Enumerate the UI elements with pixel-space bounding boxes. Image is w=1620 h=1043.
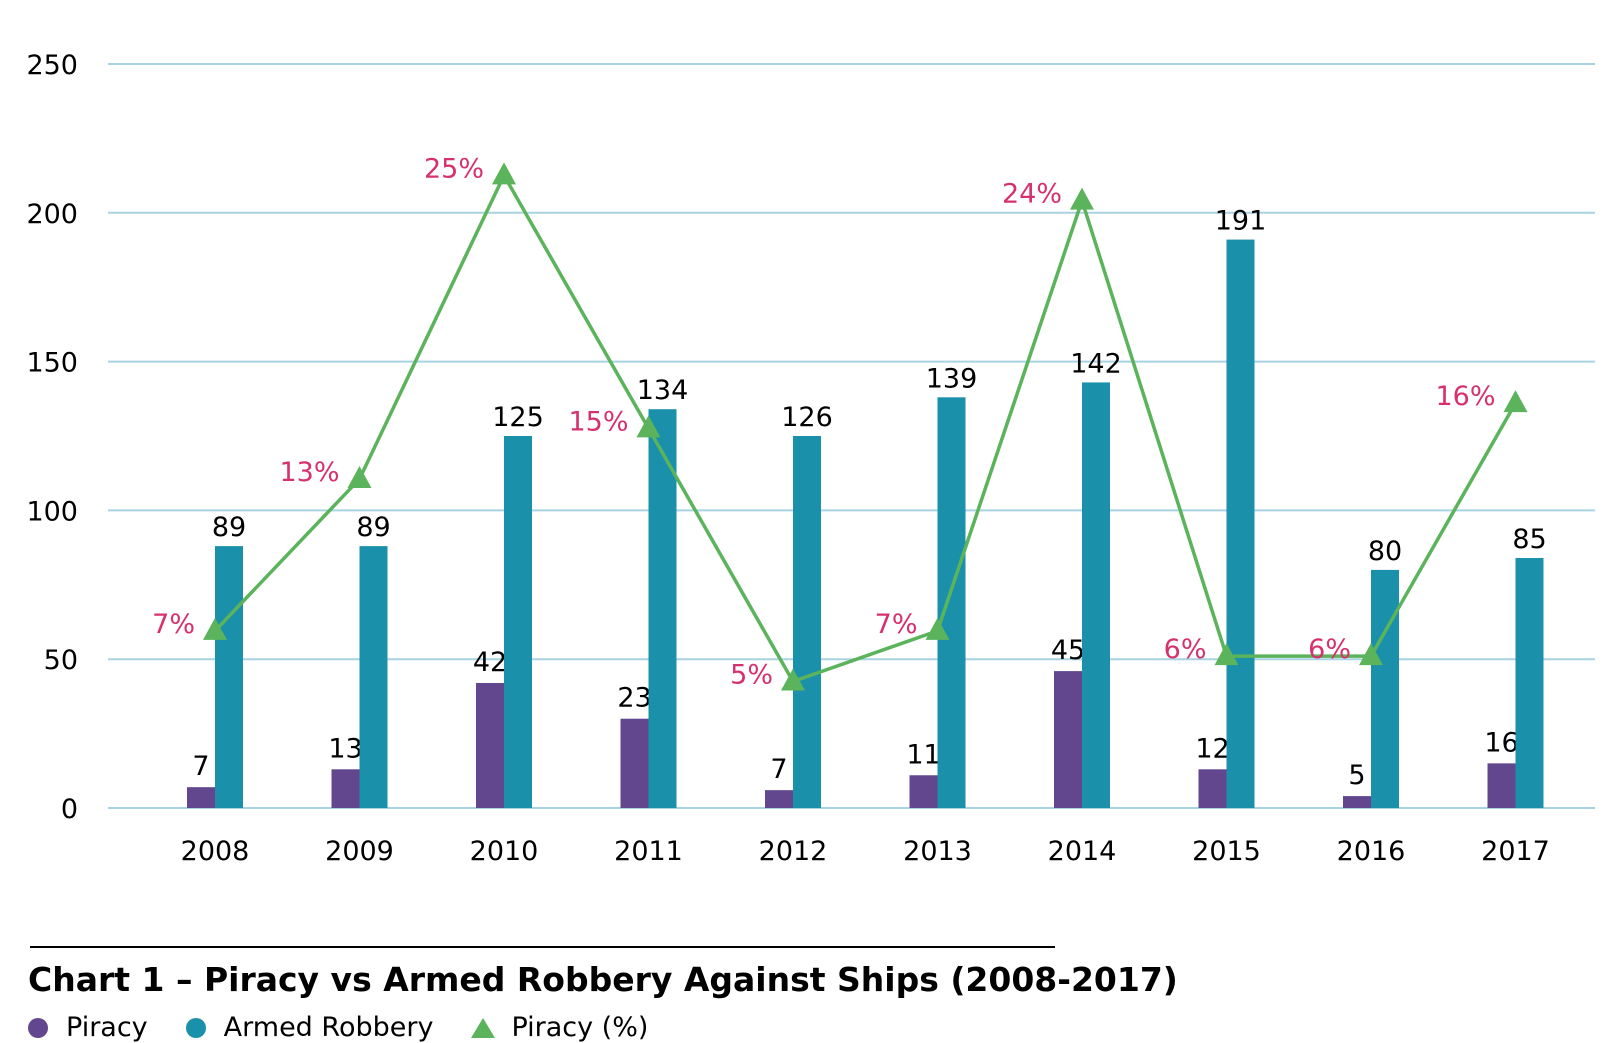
bar-armed-robbery	[504, 436, 532, 808]
legend: Piracy Armed Robbery Piracy (%)	[28, 1012, 686, 1043]
data-label-piracy: 12	[1195, 733, 1229, 764]
data-label-piracy-percent: 7%	[875, 609, 918, 640]
marker-piracy-percent	[925, 617, 950, 640]
bar-piracy	[331, 769, 360, 808]
data-label-armed-robbery: 142	[1070, 348, 1122, 379]
bar-armed-robbery	[1226, 239, 1255, 809]
data-label-armed-robbery: 191	[1215, 206, 1267, 237]
data-label-armed-robbery: 126	[781, 402, 833, 433]
marker-piracy-percent	[781, 668, 805, 691]
data-label-piracy-percent: 6%	[1164, 634, 1207, 665]
marker-piracy-percent	[1070, 187, 1094, 210]
data-label-armed-robbery: 85	[1512, 524, 1546, 555]
y-tick-label: 200	[26, 199, 78, 230]
data-label-piracy: 7	[192, 751, 209, 782]
data-label-armed-robbery: 80	[1368, 536, 1402, 567]
bar-piracy	[620, 718, 649, 808]
bar-armed-robbery	[648, 409, 677, 808]
marker-piracy-percent	[636, 415, 661, 438]
bar-armed-robbery	[359, 546, 388, 808]
x-tick-label: 2008	[181, 836, 250, 867]
bar-piracy	[1198, 769, 1227, 808]
y-tick-label: 0	[61, 794, 78, 825]
x-tick-label: 2013	[903, 836, 972, 867]
x-tick-label: 2011	[614, 836, 683, 867]
marker-piracy-percent	[492, 162, 516, 185]
data-label-piracy: 11	[906, 739, 940, 770]
caption-rule	[30, 946, 1055, 948]
bar-armed-robbery	[1371, 569, 1399, 808]
y-tick-label: 50	[44, 645, 78, 676]
legend-swatch-piracy	[28, 1017, 48, 1038]
x-tick-label: 2012	[759, 836, 828, 867]
bar-armed-robbery	[1515, 558, 1544, 808]
bar-piracy	[476, 683, 504, 808]
data-label-armed-robbery: 89	[356, 512, 390, 543]
data-label-piracy-percent: 25%	[424, 153, 484, 184]
bar-armed-robbery	[937, 397, 966, 808]
legend-swatch-armed-robbery	[185, 1017, 206, 1038]
data-label-piracy: 23	[617, 683, 651, 714]
chart-title: Chart 1 – Piracy vs Armed Robbery Agains…	[28, 960, 1178, 999]
x-tick-label: 2010	[470, 836, 539, 867]
legend-item-piracy-percent: Piracy (%)	[471, 1012, 648, 1043]
x-tick-label: 2016	[1337, 836, 1406, 867]
line-piracy-percent	[213, 171, 1518, 684]
data-label-armed-robbery: 89	[212, 512, 246, 543]
legend-swatch-piracy-percent	[471, 1017, 496, 1038]
data-label-piracy-percent: 24%	[1002, 179, 1062, 210]
bar-piracy	[187, 787, 215, 808]
data-label-armed-robbery: 139	[926, 363, 978, 394]
data-label-piracy: 45	[1051, 635, 1085, 666]
bar-piracy	[909, 775, 938, 808]
x-tick-label: 2015	[1192, 836, 1261, 867]
bar-piracy	[1487, 763, 1516, 808]
data-label-armed-robbery: 134	[637, 375, 689, 406]
chart-plot: 0501001502002507892008138920094212520102…	[26, 50, 1595, 867]
legend-label-piracy-percent: Piracy (%)	[511, 1012, 649, 1043]
marker-piracy-percent	[203, 617, 227, 640]
data-label-piracy-percent: 13%	[279, 457, 339, 488]
data-label-piracy: 7	[770, 754, 787, 785]
bar-piracy	[1343, 796, 1371, 808]
data-label-piracy-percent: 6%	[1308, 634, 1351, 665]
data-label-piracy: 42	[473, 647, 507, 678]
bar-piracy	[1054, 671, 1082, 808]
bar-armed-robbery	[1082, 382, 1110, 808]
data-label-piracy: 5	[1348, 760, 1365, 791]
marker-piracy-percent	[1359, 643, 1383, 666]
legend-item-armed-robbery: Armed Robbery	[185, 1012, 434, 1043]
x-tick-label: 2014	[1048, 836, 1117, 867]
y-tick-label: 250	[26, 50, 78, 81]
data-label-piracy-percent: 16%	[1435, 381, 1495, 412]
legend-item-piracy: Piracy	[28, 1012, 148, 1043]
bar-piracy	[765, 790, 793, 808]
marker-piracy-percent	[1503, 390, 1528, 413]
data-label-piracy-percent: 15%	[568, 406, 628, 437]
marker-piracy-percent	[1214, 643, 1239, 666]
x-tick-label: 2017	[1481, 836, 1550, 867]
data-label-piracy: 13	[328, 733, 362, 764]
x-tick-label: 2009	[325, 836, 394, 867]
data-label-piracy-percent: 5%	[730, 659, 773, 690]
marker-piracy-percent	[347, 466, 372, 489]
data-label-piracy: 16	[1484, 727, 1518, 758]
bar-armed-robbery	[793, 436, 821, 808]
y-tick-label: 100	[26, 496, 78, 527]
y-tick-label: 150	[26, 348, 78, 379]
legend-label-piracy: Piracy	[66, 1012, 148, 1043]
legend-label-armed-robbery: Armed Robbery	[223, 1012, 434, 1043]
data-label-armed-robbery: 125	[492, 402, 544, 433]
data-label-piracy-percent: 7%	[152, 609, 195, 640]
bar-armed-robbery	[215, 546, 243, 808]
